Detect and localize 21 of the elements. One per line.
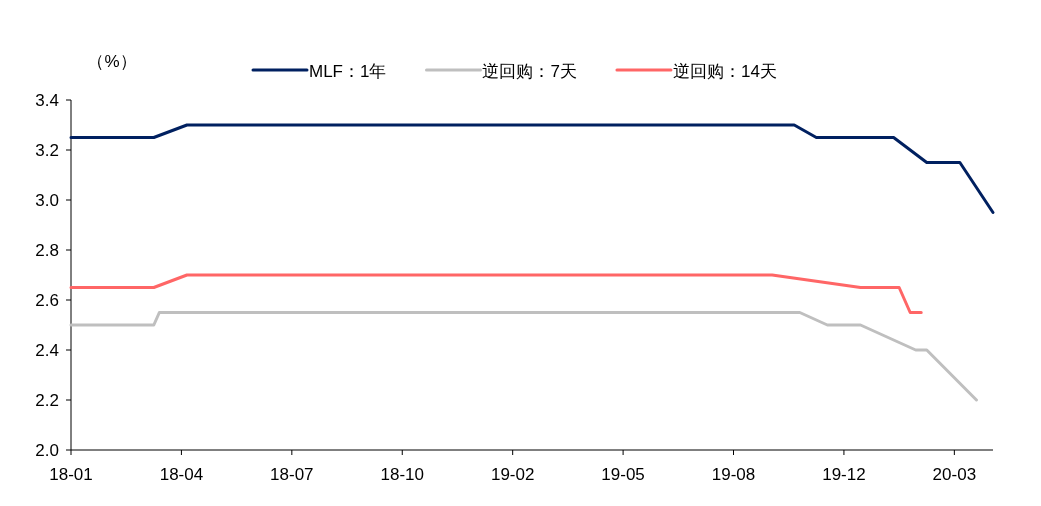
y-tick-label: 2.4 (35, 341, 59, 360)
legend-label: 逆回购：7天 (482, 62, 577, 81)
x-tick-label: 19-08 (711, 465, 756, 484)
y-tick-label: 3.4 (35, 91, 59, 110)
x-tick-label: 19-12 (822, 465, 866, 484)
x-tick-label: 18-01 (49, 465, 93, 484)
x-tick-label: 19-02 (490, 465, 535, 484)
legend-label: 逆回购：14天 (672, 62, 777, 81)
y-axis-title: （%） (87, 52, 137, 71)
x-tick-label: 18-10 (380, 465, 424, 484)
y-tick-label: 3.2 (35, 141, 59, 160)
x-tick-label: 18-04 (159, 465, 204, 484)
x-tick-label: 20-03 (932, 465, 977, 484)
y-tick-label: 2.2 (35, 391, 59, 410)
y-tick-label: 2.8 (35, 241, 59, 260)
x-tick-label: 18-07 (270, 465, 314, 484)
y-tick-label: 2.0 (35, 441, 59, 460)
x-tick-label: 19-05 (601, 465, 645, 484)
legend-label: MLF：1年 (309, 62, 387, 81)
y-tick-label: 2.6 (35, 291, 59, 310)
y-tick-label: 3.0 (35, 191, 59, 210)
